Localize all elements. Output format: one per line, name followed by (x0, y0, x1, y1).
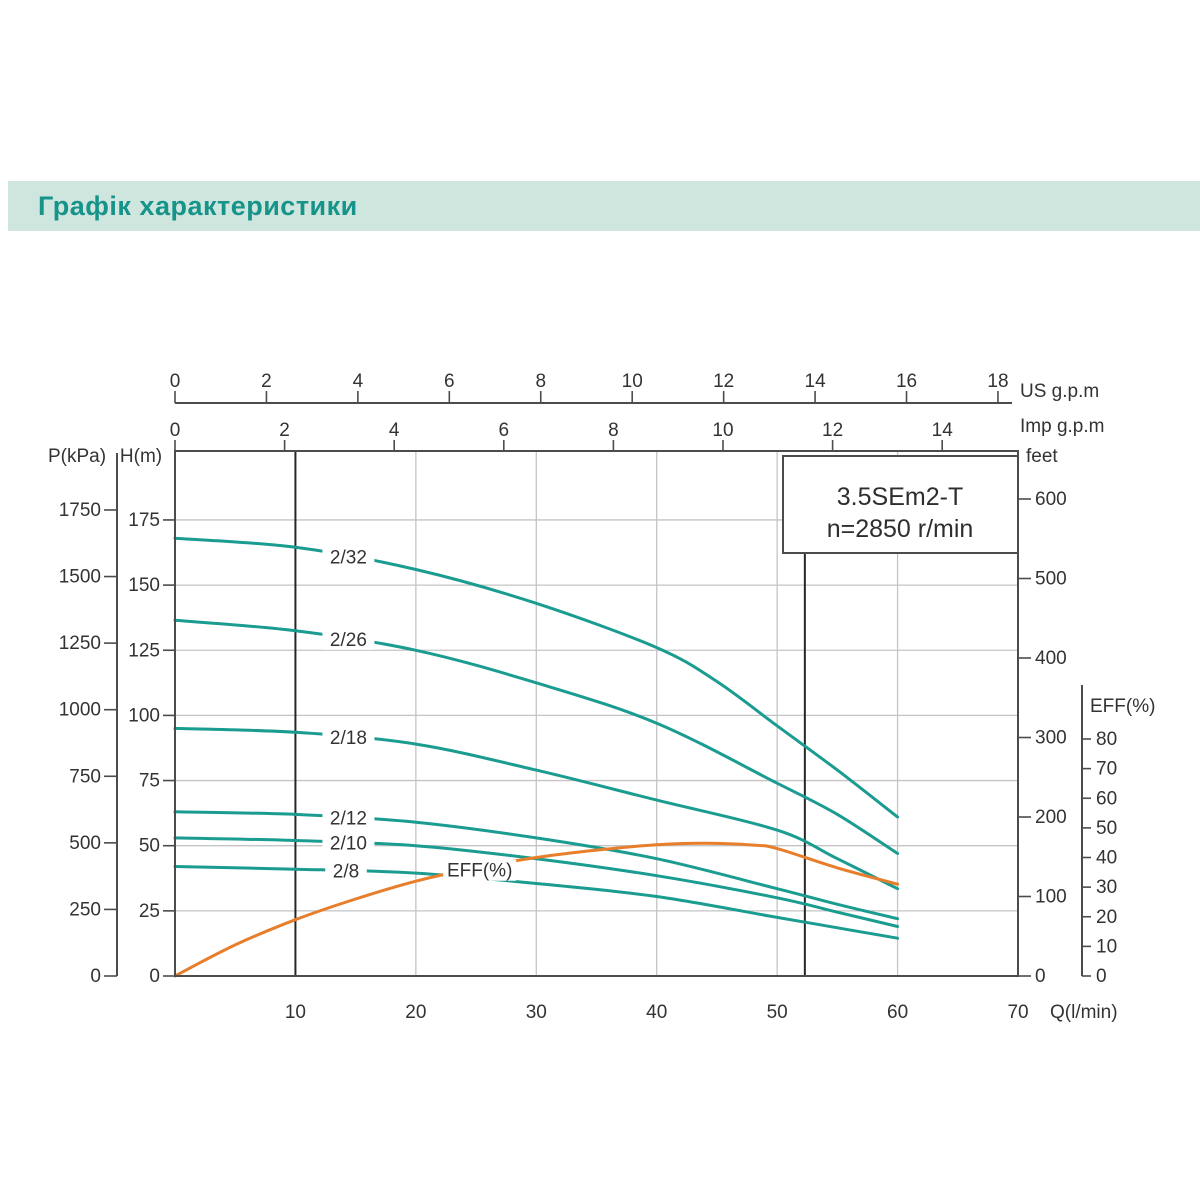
imp-gpm-tick-label: 4 (389, 420, 400, 441)
imp-gpm-tick-label: 12 (822, 420, 843, 441)
imp-gpm-tick-label: 10 (712, 420, 733, 441)
p-kpa-tick-label: 1500 (59, 567, 101, 588)
curve-label: EFF(%) (447, 861, 512, 882)
q-tick-label: 70 (1007, 1002, 1028, 1023)
h-m-tick-label: 0 (149, 966, 160, 987)
h-m-tick-label: 75 (139, 771, 160, 792)
h-m-axis-label: H(m) (120, 446, 162, 467)
q-tick-label: 20 (405, 1002, 426, 1023)
us-gpm-axis-label: US g.p.m (1020, 381, 1099, 402)
h-m-tick-label: 25 (139, 901, 160, 922)
q-tick-label: 50 (767, 1002, 788, 1023)
feet-tick-label: 400 (1035, 648, 1067, 669)
curve-eff (173, 841, 900, 978)
model-box-frame (782, 455, 1019, 554)
curve-2-26 (173, 618, 900, 855)
feet-axis-label: feet (1026, 446, 1058, 467)
plot-border (174, 450, 1019, 977)
curve-label: 2/32 (330, 548, 367, 569)
feet-tick-label: 0 (1035, 966, 1046, 987)
imp-gpm-tick-label: 6 (499, 420, 510, 441)
eff-tick-label: 40 (1096, 848, 1117, 869)
p-kpa-tick-label: 1000 (59, 700, 101, 721)
curve-label-halo (322, 807, 375, 829)
curve-label-halo (322, 832, 375, 854)
eff-tick-label: 80 (1096, 729, 1117, 750)
curve-label-halo (322, 726, 375, 748)
q-axis-label: Q(l/min) (1050, 1002, 1118, 1023)
eff-tick-label: 70 (1096, 759, 1117, 780)
us-gpm-tick-label: 2 (261, 371, 272, 392)
h-m-tick-label: 150 (128, 575, 160, 596)
eff-tick-label: 50 (1096, 818, 1117, 839)
imp-gpm-tick-label: 2 (279, 420, 290, 441)
us-gpm-tick-label: 18 (987, 371, 1008, 392)
feet-tick-label: 100 (1035, 887, 1067, 908)
eff-axis-label: EFF(%) (1090, 696, 1155, 717)
model-speed: n=2850 r/min (827, 515, 974, 543)
curve-label-halo (325, 860, 367, 882)
page-title-bar: Графік характеристики (8, 181, 1200, 231)
curve-2-10 (173, 836, 900, 928)
p-kpa-tick-label: 0 (90, 966, 101, 987)
feet-tick-label: 300 (1035, 728, 1067, 749)
p-kpa-tick-label: 750 (69, 766, 101, 787)
eff-tick-label: 10 (1096, 936, 1117, 957)
curve-2-18 (173, 726, 900, 891)
imp-gpm-axis-label: Imp g.p.m (1020, 416, 1104, 437)
us-gpm-tick-label: 4 (353, 371, 364, 392)
curve-label: 2/10 (330, 833, 367, 854)
model-name: 3.5SEm2-T (837, 483, 963, 511)
feet-tick-label: 600 (1035, 489, 1067, 510)
curve-label-halo (322, 628, 375, 650)
curve-label-halo (322, 546, 375, 568)
q-tick-label: 60 (887, 1002, 908, 1023)
curve-label-halo (443, 859, 517, 881)
p-kpa-tick-label: 500 (69, 833, 101, 854)
p-kpa-tick-label: 1250 (59, 633, 101, 654)
h-m-tick-label: 50 (139, 836, 160, 857)
q-tick-label: 40 (646, 1002, 667, 1023)
q-tick-label: 30 (526, 1002, 547, 1023)
eff-tick-label: 0 (1096, 966, 1107, 987)
imp-gpm-tick-label: 14 (932, 420, 954, 441)
h-m-tick-label: 100 (128, 705, 160, 726)
curve-2-8 (173, 865, 900, 940)
imp-gpm-tick-label: 0 (170, 420, 181, 441)
us-gpm-tick-label: 6 (444, 371, 455, 392)
curve-label: 2/18 (330, 728, 367, 749)
eff-tick-label: 60 (1096, 788, 1117, 809)
p-kpa-axis-label: P(kPa) (48, 446, 106, 467)
q-tick-label: 10 (285, 1002, 306, 1023)
plot-frame (116, 402, 1083, 977)
us-gpm-tick-label: 10 (622, 371, 643, 392)
feet-tick-label: 200 (1035, 807, 1067, 828)
curve-label: 2/26 (330, 630, 367, 651)
imp-gpm-tick-label: 8 (608, 420, 619, 441)
h-m-tick-label: 175 (128, 510, 160, 531)
us-gpm-tick-label: 16 (896, 371, 917, 392)
model-annotation-box: 3.5SEm2-T n=2850 r/min (782, 455, 1019, 554)
curve-2-12 (173, 810, 900, 921)
us-gpm-tick-label: 0 (170, 371, 181, 392)
p-kpa-tick-label: 1750 (59, 500, 101, 521)
us-gpm-tick-label: 8 (535, 371, 546, 392)
curve-label: 2/12 (330, 808, 367, 829)
eff-tick-label: 30 (1096, 877, 1117, 898)
page-title: Графік характеристики (38, 190, 358, 221)
eff-tick-label: 20 (1096, 907, 1117, 928)
curve-label: 2/8 (333, 861, 359, 882)
us-gpm-tick-label: 12 (713, 371, 734, 392)
axis-unit-labels: US g.p.m Imp g.p.m feet P(kPa) H(m) EFF(… (48, 381, 1155, 1023)
p-kpa-tick-label: 250 (69, 899, 101, 920)
feet-tick-label: 500 (1035, 569, 1067, 590)
us-gpm-tick-label: 14 (805, 371, 827, 392)
h-m-tick-label: 125 (128, 640, 160, 661)
curve-2-32 (173, 536, 900, 819)
